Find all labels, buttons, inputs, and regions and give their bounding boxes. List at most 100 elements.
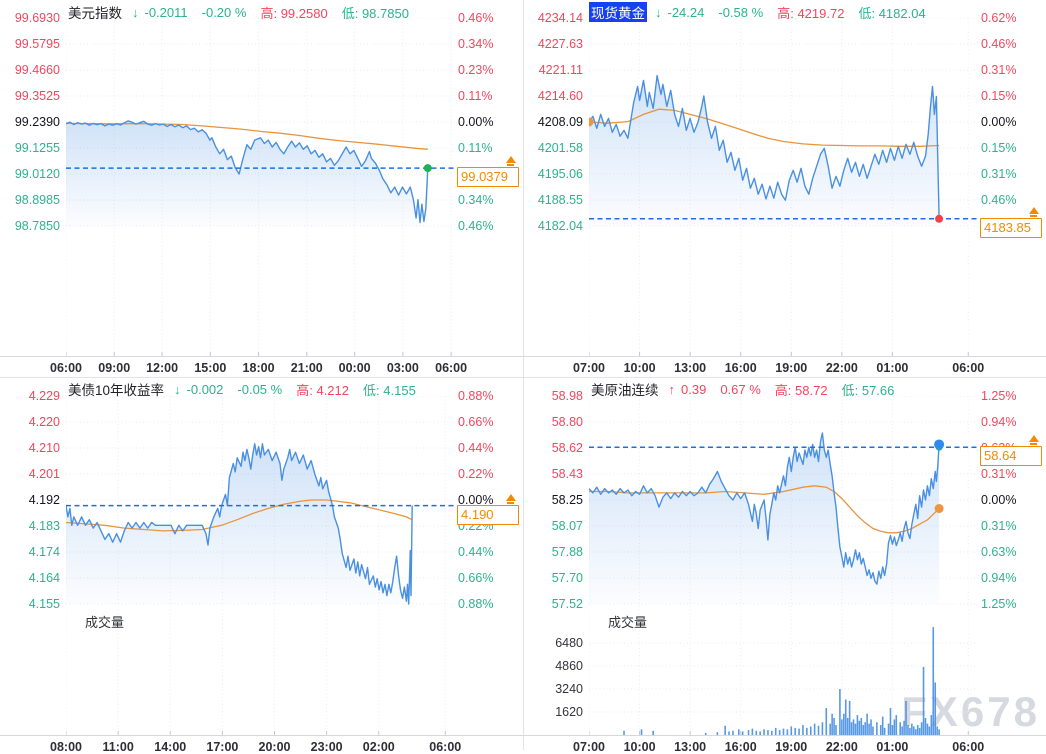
- volume-bar: [716, 732, 719, 735]
- low-value: 低: 4.155: [363, 382, 416, 398]
- x-axis-time-label: 10:00: [623, 740, 656, 754]
- y-axis-percent-label: 1.25%: [981, 596, 1017, 611]
- price-chart[interactable]: [66, 396, 455, 735]
- volume-bar: [846, 717, 849, 735]
- instrument-header: 美元指数 ↓ -0.2011 -0.20 % 高: 99.2580 低: 98.…: [66, 3, 409, 22]
- y-axis-percent-label: 0.94%: [981, 414, 1017, 429]
- y-axis-price-label: 4188.55: [537, 192, 583, 207]
- y-axis-percent-label: 0.15%: [981, 88, 1017, 103]
- x-axis-time-label: 19:00: [775, 740, 808, 754]
- y-axis-price-label: 4.229: [28, 388, 60, 403]
- last-price-dot: [934, 504, 944, 514]
- x-axis-time-label: 06:00: [429, 740, 462, 754]
- scroll-to-latest-button[interactable]: [505, 156, 516, 167]
- low-value: 低: 4182.04: [858, 5, 926, 21]
- volume-bar: [854, 723, 857, 735]
- x-axis-line: [523, 735, 1046, 736]
- price-area-fill: [66, 120, 428, 226]
- change-value: -0.002: [186, 381, 224, 397]
- price-chart[interactable]: [589, 18, 978, 356]
- volume-bar: [821, 722, 824, 735]
- volume-bar: [833, 717, 835, 735]
- x-axis-time-label: 21:00: [290, 361, 323, 375]
- y-axis-percent-label: 0.11%: [458, 88, 493, 103]
- y-axis-price-label: 99.6930: [14, 10, 60, 25]
- price-chart[interactable]: [66, 18, 455, 356]
- y-axis-percent-label: 0.66%: [458, 414, 494, 429]
- x-axis-time-label: 18:00: [242, 361, 275, 375]
- volume-bar: [852, 719, 855, 735]
- volume-bar: [848, 700, 851, 735]
- y-axis-price-label: 4.155: [28, 596, 60, 611]
- x-axis-time-label: 22:00: [825, 740, 858, 754]
- y-axis-percent-label: 0.94%: [981, 570, 1017, 585]
- high-value: 高: 4219.72: [777, 5, 845, 21]
- average-price-line: [589, 108, 940, 147]
- scroll-to-latest-button[interactable]: [1028, 435, 1039, 446]
- y-axis-percent-label: 1.25%: [981, 388, 1017, 403]
- instrument-title[interactable]: 现货黄金: [589, 2, 647, 22]
- x-axis-time-label: 06:00: [50, 361, 82, 375]
- y-axis-percent-label: 0.63%: [981, 544, 1017, 559]
- price-line: [66, 120, 429, 224]
- x-axis-time-label: 10:00: [623, 361, 656, 375]
- y-axis-percent-label: 0.00%: [981, 114, 1017, 129]
- y-axis-percent-label: 0.22%: [458, 466, 494, 481]
- volume-bar: [839, 689, 841, 735]
- volume-bar: [652, 730, 654, 735]
- change-value: 0.39: [681, 381, 707, 397]
- volume-bar: [858, 720, 861, 735]
- x-axis-time-label: 17:00: [206, 740, 239, 754]
- y-axis-price-label: 4.183: [28, 518, 60, 533]
- y-axis-percent-label: 0.46%: [981, 36, 1017, 51]
- change-percent: -0.58 %: [718, 4, 764, 20]
- current-price-label: 4183.85: [980, 217, 1042, 238]
- instrument-header: 美债10年收益率 ↓ -0.002 -0.05 % 高: 4.212 低: 4.…: [66, 380, 416, 399]
- average-price-line: [66, 122, 428, 150]
- x-axis-time-label: 16:00: [724, 361, 757, 375]
- change-arrow-icon: ↑: [668, 381, 676, 397]
- change-value: -24.24: [667, 4, 705, 20]
- y-axis-percent-label: 0.44%: [458, 544, 494, 559]
- instrument-title[interactable]: 美债10年收益率: [68, 383, 165, 398]
- price-area-fill: [589, 433, 940, 604]
- change-percent: -0.20 %: [201, 4, 247, 20]
- instrument-title[interactable]: 美元指数: [68, 6, 122, 21]
- scroll-to-latest-button[interactable]: [1028, 206, 1039, 217]
- y-axis-price-label: 58.98: [551, 388, 583, 403]
- price-chart[interactable]: [589, 396, 978, 735]
- volume-bar: [903, 720, 905, 735]
- instrument-header: 现货黄金 ↓ -24.24 -0.58 % 高: 4219.72 低: 4182…: [589, 2, 926, 22]
- volume-bar: [829, 723, 831, 735]
- price-line: [589, 432, 940, 585]
- x-axis-line: [0, 356, 523, 357]
- current-price-label: 99.0379: [457, 167, 519, 188]
- panel-spot-gold: 现货黄金 ↓ -24.24 -0.58 % 高: 4219.72 低: 4182…: [523, 0, 1046, 377]
- volume-bar: [895, 715, 898, 735]
- y-axis-percent-label: 0.88%: [458, 596, 494, 611]
- volume-bar: [786, 729, 789, 735]
- instrument-title[interactable]: 美原油连续: [591, 383, 659, 398]
- x-axis-time-label: 13:00: [674, 740, 707, 754]
- y-axis-price-label: 57.88: [551, 544, 583, 559]
- volume-bar: [891, 725, 894, 735]
- volume-bar: [809, 726, 812, 735]
- y-axis-percent-label: 0.34%: [458, 36, 494, 51]
- y-axis-percent-label: 0.62%: [981, 10, 1017, 25]
- y-axis-price-label: 4.192: [28, 492, 60, 507]
- volume-bar: [932, 627, 935, 735]
- y-axis-price-label: 99.0120: [14, 166, 60, 181]
- y-axis-percent-label: 0.00%: [458, 114, 494, 129]
- y-axis-percent-label: 0.31%: [981, 466, 1017, 481]
- volume-bar: [889, 708, 892, 735]
- volume-bar: [763, 729, 765, 735]
- volume-bar: [926, 723, 929, 735]
- x-axis-time-label: 06:00: [435, 361, 468, 375]
- y-axis-price-label: 4.210: [28, 440, 60, 455]
- scroll-to-latest-button[interactable]: [505, 493, 516, 504]
- volume-axis-label: 6480: [555, 636, 583, 650]
- volume-bar: [623, 730, 625, 735]
- volume-bar: [916, 725, 919, 735]
- change-arrow-icon: ↓: [132, 4, 139, 20]
- last-price-dot: [934, 439, 945, 450]
